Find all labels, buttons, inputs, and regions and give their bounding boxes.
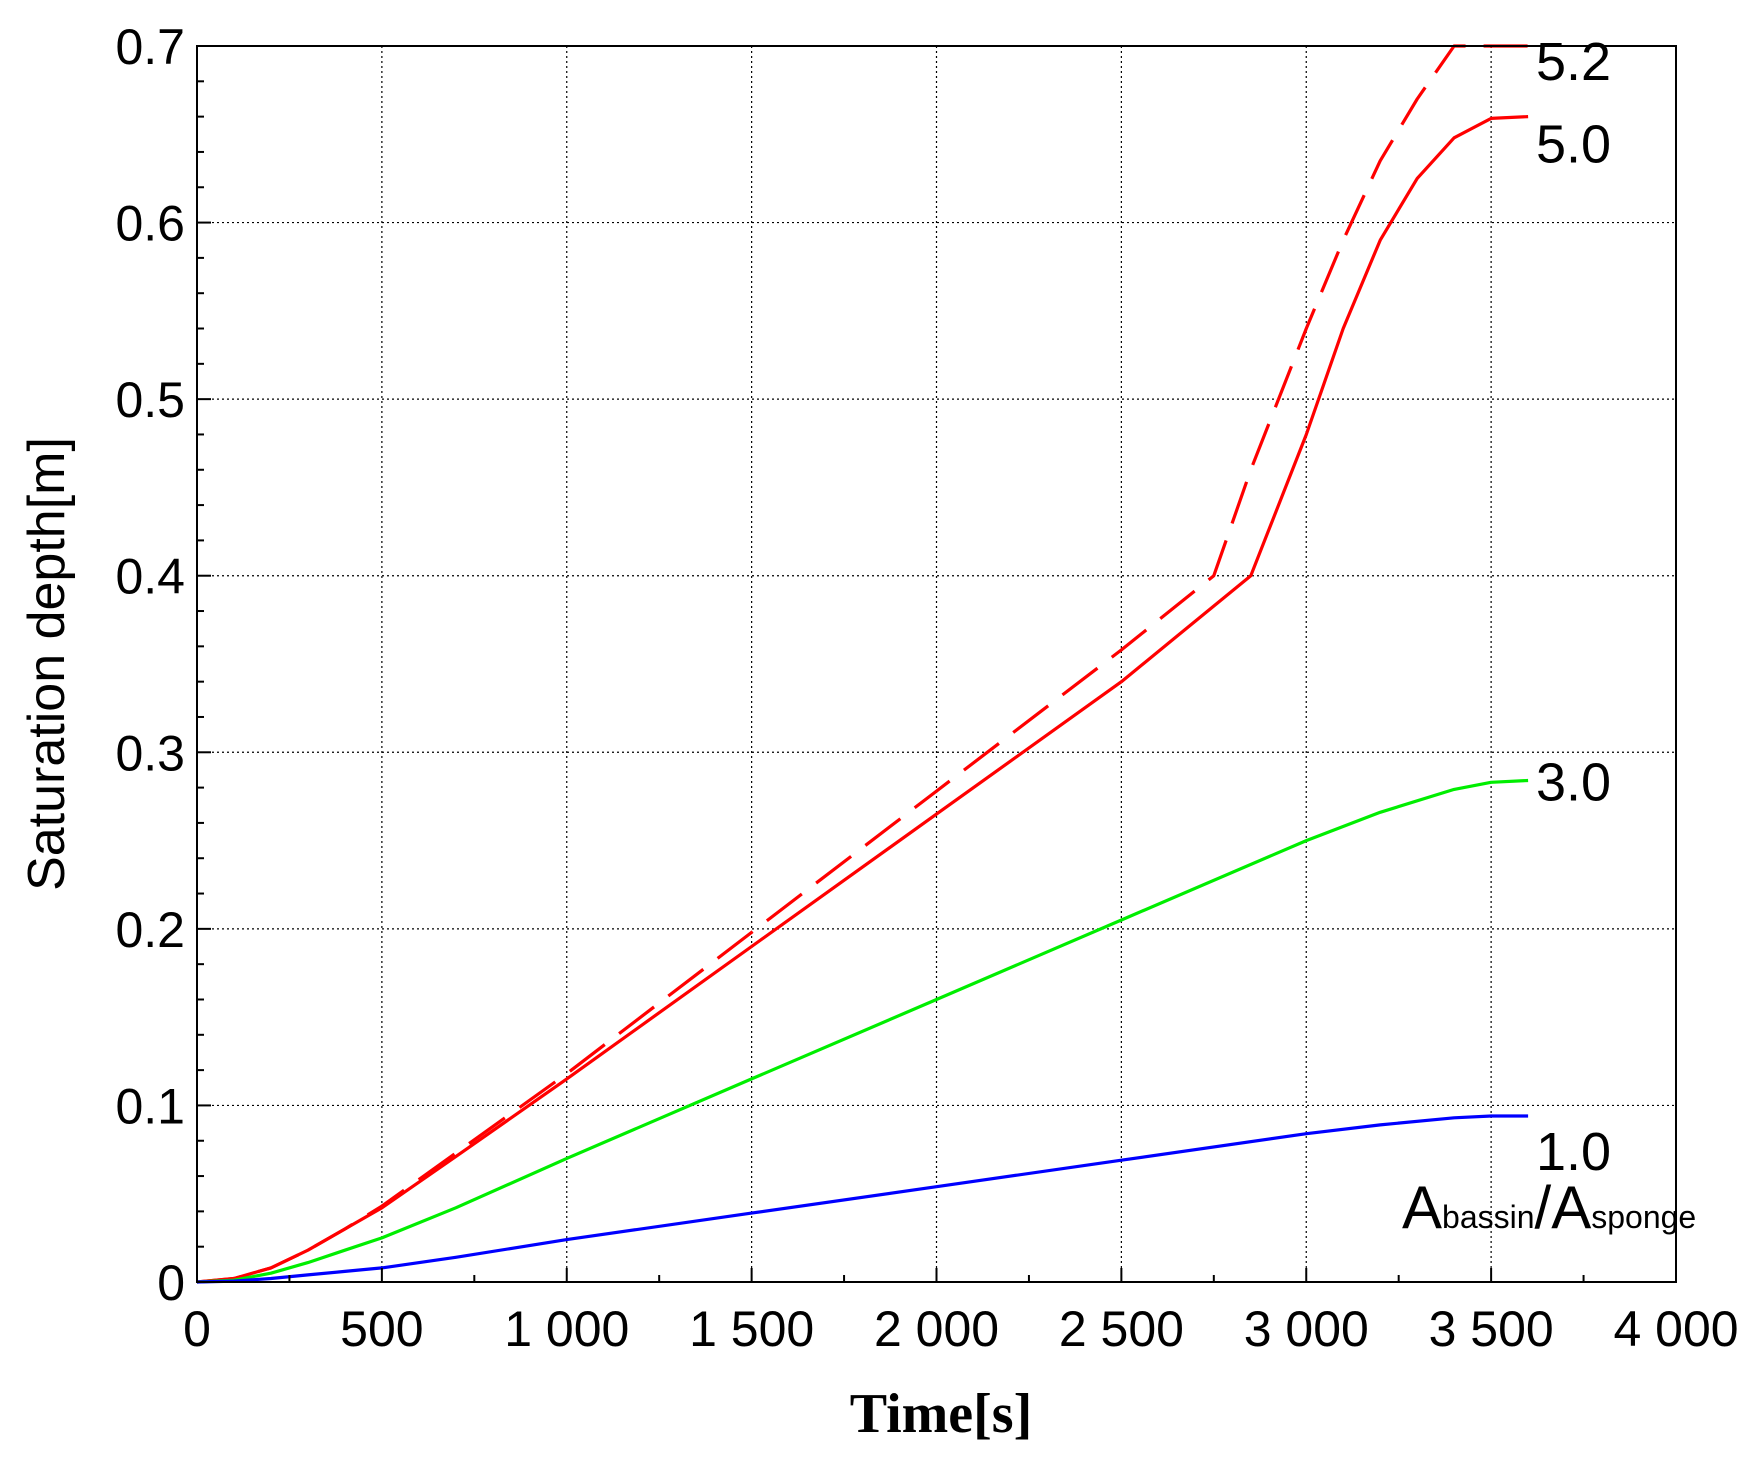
series-line-5.2	[196, 44, 1529, 1284]
y-tick-label: 0.7	[115, 19, 185, 75]
series-label-5.0: 5.0	[1536, 115, 1611, 175]
y-tick-label: 0.2	[115, 902, 185, 958]
x-tick-label: 4 000	[1613, 1301, 1738, 1357]
y-tick-label: 0.6	[115, 196, 185, 252]
y-tick-label: 0.3	[115, 725, 185, 781]
ratio-annotation-sub2: sponge	[1591, 1199, 1696, 1235]
x-tick-label: 2 500	[1059, 1301, 1184, 1357]
ratio-annotation: Abassin/Asponge	[1402, 1174, 1696, 1241]
x-tick-label: 3 000	[1244, 1301, 1369, 1357]
axis-tick-labels: 0 500 1 000 1 500 2 000 2 500 3 000 3 500 4 000 0…	[115, 19, 1738, 1357]
y-tick-label: 0.5	[115, 372, 185, 428]
series-line-3.0	[196, 778, 1529, 1284]
grid	[197, 46, 1676, 1282]
y-tick-label: 0	[157, 1255, 185, 1311]
series-label-3.0: 3.0	[1536, 753, 1611, 813]
x-tick-label: 0	[183, 1301, 211, 1357]
y-tick-label: 0.1	[115, 1078, 185, 1134]
x-tick-label: 1 000	[504, 1301, 629, 1357]
axis-ticks	[196, 45, 1677, 1283]
series-label-5.2: 5.2	[1536, 32, 1611, 92]
ratio-annotation-slash: /A	[1535, 1174, 1592, 1241]
ratio-annotation-main: A	[1402, 1174, 1442, 1241]
y-axis-title: Saturation depth[m]	[18, 437, 76, 891]
x-tick-label: 3 500	[1429, 1301, 1554, 1357]
series-label-1.0: 1.0	[1536, 1122, 1611, 1182]
series-group	[196, 44, 1529, 1284]
x-tick-label: 500	[340, 1301, 423, 1357]
y-tick-label: 0.4	[115, 549, 185, 605]
x-axis-title: Time[s]	[850, 1383, 1033, 1445]
x-tick-label: 1 500	[689, 1301, 814, 1357]
series-line-5.0	[196, 115, 1529, 1284]
ratio-annotation-sub: bassin	[1442, 1199, 1535, 1235]
x-tick-label: 2 000	[874, 1301, 999, 1357]
series-labels: 5.2 5.0 3.0 1.0	[1536, 32, 1611, 1182]
